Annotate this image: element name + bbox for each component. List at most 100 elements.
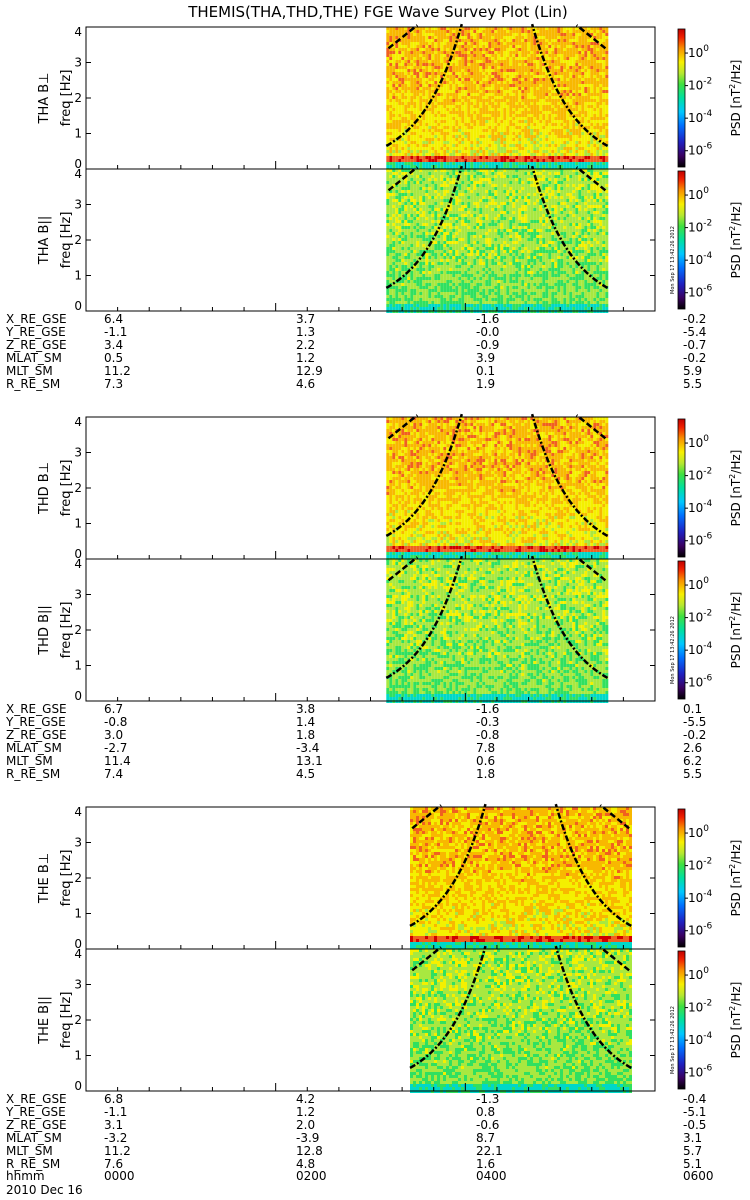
ephemeris-value: -0.5	[683, 1118, 706, 1132]
colorbar-tick-label: 10-6	[688, 1064, 713, 1080]
ephemeris-value: -1.6	[476, 702, 499, 716]
y-tick-label: 1	[74, 907, 82, 921]
ephemeris-value: 0.5	[104, 351, 123, 365]
ephemeris-label: MLAT_SM	[6, 1131, 62, 1145]
harmonic-curve-right	[575, 166, 607, 192]
ephemeris-table: X_RE_GSE 6.4 3.7 -1.6 -0.2 Y_RE_GSE -1.1 1.3 -0.…	[5, 312, 706, 391]
colorbar: 100 10-2 10-4 10-6 PSD [nT2/Hz]	[677, 28, 743, 168]
ephemeris-value: 11.2	[104, 364, 131, 378]
ephemeris-value: 7.6	[104, 1157, 123, 1171]
harmonic-curve-right	[575, 556, 607, 582]
ephemeris-value: 8.7	[476, 1131, 495, 1145]
colorbar-tick-label: 100	[688, 966, 709, 982]
cyclotron-curve-left	[385, 165, 464, 289]
date-label: 2010 Dec 16	[6, 1183, 83, 1197]
colorbar-tick-label: 100	[688, 186, 709, 202]
y-axis-label: freq [Hz]	[59, 212, 74, 269]
colorbar-label: PSD [nT2/Hz]	[728, 592, 743, 669]
colorbar-tick-label: 10-2	[688, 857, 712, 873]
y-tick-label: 2	[74, 233, 82, 247]
ephemeris-value: 5.1	[683, 1157, 702, 1171]
probe-block-3: 0 1 2 3 4 THE B⊥ freq [Hz] 100 10-2 10-4 10-6 PSD […	[5, 803, 743, 1171]
harmonic-curve-left	[387, 414, 419, 440]
y-axis-label: freq [Hz]	[59, 70, 74, 127]
ephemeris-value: 5.9	[683, 364, 702, 378]
ephemeris-value: 12.9	[296, 364, 323, 378]
colorbar-tick-label: 100	[688, 434, 709, 450]
ephemeris-label: Z_RE_GSE	[6, 1118, 67, 1132]
y-tick-label: 0	[74, 299, 82, 313]
ephemeris-value: 2.6	[683, 741, 702, 755]
y-tick-label: 1	[74, 1049, 82, 1063]
harmonic-curve-left	[387, 556, 419, 582]
colorbar: 100 10-2 10-4 10-6 PSD [nT2/Hz]	[677, 950, 743, 1090]
ephemeris-value: 3.1	[104, 1118, 123, 1132]
harmonic-curve-right	[599, 946, 630, 972]
ephemeris-value: 3.1	[683, 1131, 702, 1145]
ephemeris-label: X_RE_GSE	[6, 702, 67, 716]
colorbar-label: PSD [nT2/Hz]	[728, 840, 743, 917]
harmonic-curve-left	[387, 166, 419, 192]
ephemeris-value: 1.2	[296, 1105, 315, 1119]
colorbar-tick-label: 100	[688, 44, 709, 60]
spectrogram	[386, 559, 609, 703]
colorbar-tick-label: 10-2	[688, 609, 712, 625]
ephemeris-value: 4.6	[296, 377, 315, 391]
colorbar-tick-label: 10-6	[688, 674, 713, 690]
y-tick-label: 1	[74, 269, 82, 283]
ephemeris-value: 5.5	[683, 377, 702, 391]
spectrogram	[386, 27, 609, 171]
cyclotron-curve-right	[530, 165, 609, 289]
colorbar-tick-label: 10-6	[688, 532, 713, 548]
colorbar-tick-label: 10-4	[688, 499, 713, 515]
harmonic-curve-right	[575, 24, 607, 50]
y-tick-label: 3	[74, 198, 82, 212]
y-axis-label: freq [Hz]	[59, 602, 74, 659]
ephemeris-value: 4.8	[296, 1157, 315, 1171]
spectrogram	[386, 417, 609, 561]
ephemeris-table: X_RE_GSE 6.8 4.2 -1.3 -0.4 Y_RE_GSE -1.1 1.2 0.8…	[5, 1092, 706, 1171]
ephemeris-value: 12.8	[296, 1144, 323, 1158]
ephemeris-value: -0.8	[476, 728, 499, 742]
x-tick-label: 0000	[104, 1169, 135, 1183]
colorbar-tick-label: 10-4	[688, 641, 713, 657]
timestamp-stamp: Mon Sep 17 13:42:26 2012	[670, 616, 676, 684]
ephemeris-label: Y_RE_GSE	[5, 325, 66, 339]
ephemeris-value: -0.6	[476, 1118, 499, 1132]
probe-block-1: 0 1 2 3 4 THA B⊥ freq [Hz] 100 10-2 10-4 10-6 PSD […	[5, 23, 743, 391]
ephemeris-value: -3.2	[104, 1131, 127, 1145]
colorbar-tick-label: 10-4	[688, 889, 713, 905]
colorbar-scale	[677, 560, 686, 700]
spectrogram-panel-par: 0 1 2 3 4 THE B|| freq [Hz] 100 10-2 10-4 10-6 PSD …	[37, 945, 743, 1093]
spectrogram	[386, 169, 609, 313]
ephemeris-value: -2.7	[104, 741, 127, 755]
ephemeris-value: -0.7	[683, 338, 706, 352]
panel-label: THE B||	[37, 996, 52, 1045]
harmonic-curve-right	[575, 414, 607, 440]
y-tick-label: 4	[74, 947, 82, 961]
spectrogram-panel-perp: 0 1 2 3 4 THA B⊥ freq [Hz] 100 10-2 10-4 10-6 PSD […	[37, 23, 743, 171]
colorbar-scale	[677, 418, 686, 558]
panel-label: THD B⊥	[37, 462, 52, 515]
ephemeris-label: Y_RE_GSE	[5, 1105, 66, 1119]
panel-label: THA B⊥	[37, 73, 52, 125]
ephemeris-value: 6.2	[683, 754, 702, 768]
ephemeris-value: -0.9	[476, 338, 499, 352]
y-tick-label: 3	[74, 588, 82, 602]
panel-label: THE B⊥	[37, 853, 52, 904]
spectrogram-panel-perp: 0 1 2 3 4 THD B⊥ freq [Hz] 100 10-2 10-4 10-6 PSD […	[37, 413, 743, 561]
colorbar: 100 10-2 10-4 10-6 PSD [nT2/Hz]	[677, 560, 743, 700]
cyclotron-curve-right	[530, 413, 609, 537]
ephemeris-value: 0.1	[683, 702, 702, 716]
ephemeris-value: -5.1	[683, 1105, 706, 1119]
cyclotron-curve-left	[409, 803, 487, 927]
colorbar-scale	[677, 950, 686, 1090]
y-tick-label: 1	[74, 127, 82, 141]
ephemeris-value: -5.5	[683, 715, 706, 729]
spectrogram-panel-perp: 0 1 2 3 4 THE B⊥ freq [Hz] 100 10-2 10-4 10-6 PSD […	[37, 803, 743, 951]
timestamp-stamp: Mon Sep 17 13:42:26 2012	[670, 1006, 676, 1074]
ephemeris-value: 5.7	[683, 1144, 702, 1158]
ephemeris-label: R_RE_SM	[6, 1157, 60, 1171]
y-tick-label: 3	[74, 446, 82, 460]
y-tick-label: 0	[74, 1079, 82, 1093]
